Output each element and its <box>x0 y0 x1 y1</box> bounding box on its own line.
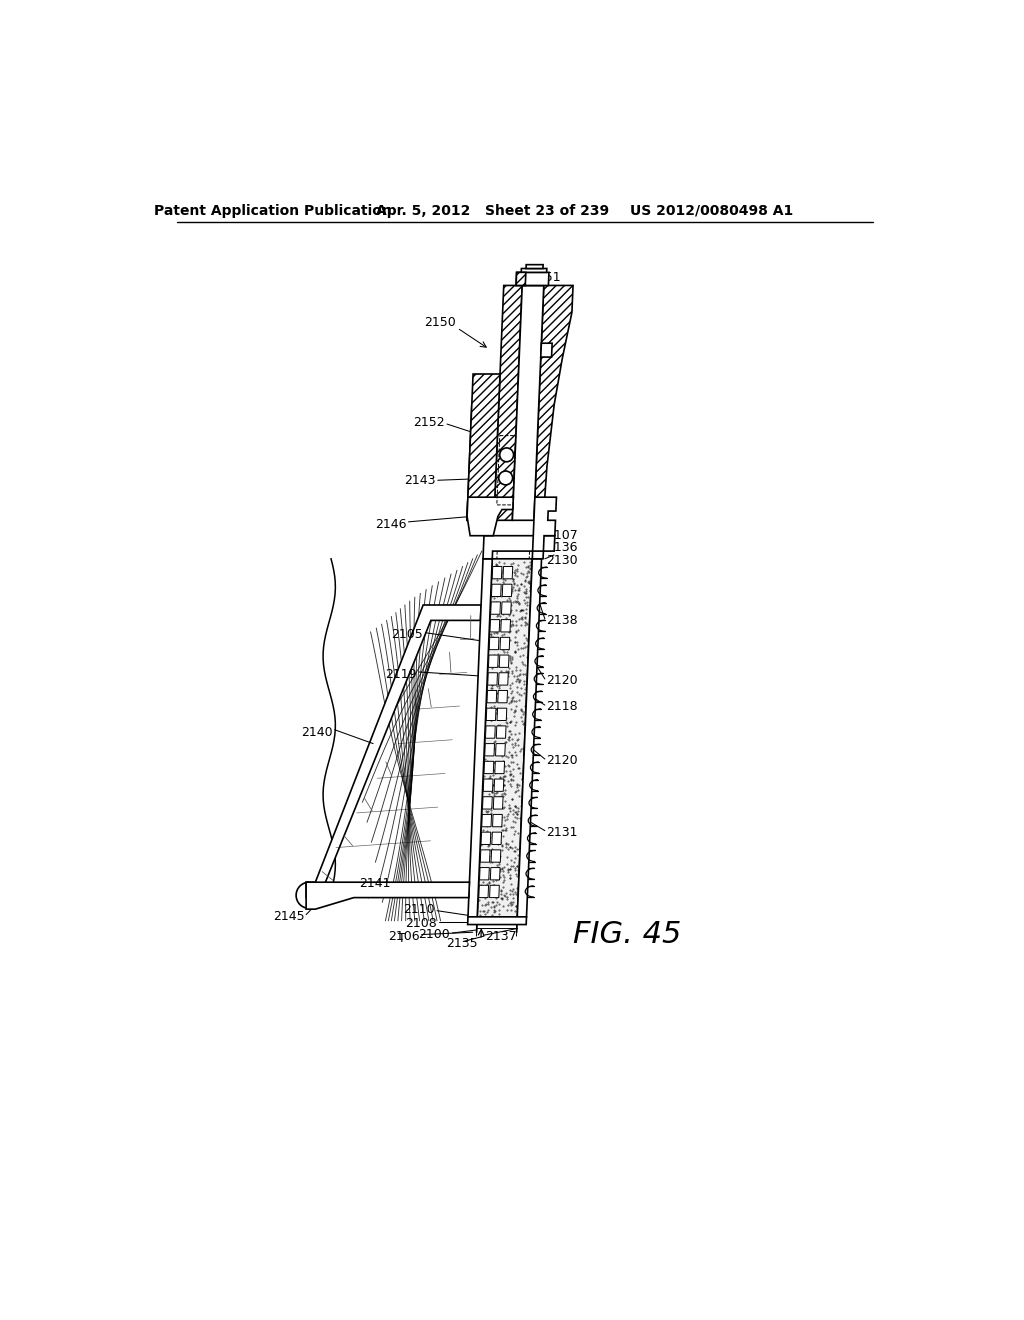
Polygon shape <box>497 726 506 738</box>
Polygon shape <box>467 374 500 520</box>
Text: Patent Application Publication: Patent Application Publication <box>155 203 392 218</box>
Polygon shape <box>487 690 497 702</box>
Polygon shape <box>468 917 526 924</box>
Polygon shape <box>512 285 544 520</box>
Polygon shape <box>492 585 501 597</box>
Polygon shape <box>487 673 498 685</box>
Text: 2140: 2140 <box>301 726 333 739</box>
Text: 2106: 2106 <box>388 929 419 942</box>
Text: Apr. 5, 2012   Sheet 23 of 239: Apr. 5, 2012 Sheet 23 of 239 <box>376 203 609 218</box>
Polygon shape <box>479 867 489 880</box>
Polygon shape <box>489 886 500 898</box>
Polygon shape <box>500 638 510 649</box>
Polygon shape <box>479 886 488 898</box>
Polygon shape <box>468 558 493 917</box>
Polygon shape <box>481 832 490 845</box>
Polygon shape <box>492 850 501 862</box>
Polygon shape <box>477 558 532 917</box>
Polygon shape <box>492 832 502 845</box>
Polygon shape <box>503 566 513 579</box>
Polygon shape <box>501 619 511 632</box>
Text: 2136: 2136 <box>547 541 578 554</box>
Polygon shape <box>482 797 493 809</box>
Text: 2145: 2145 <box>273 911 304 924</box>
Text: 2143: 2143 <box>404 474 435 487</box>
Polygon shape <box>502 585 512 597</box>
Text: 2135: 2135 <box>445 937 477 950</box>
Polygon shape <box>490 602 501 614</box>
Text: 2118: 2118 <box>547 700 578 713</box>
Polygon shape <box>490 867 500 880</box>
Polygon shape <box>534 285 573 520</box>
Polygon shape <box>493 566 502 579</box>
Polygon shape <box>502 602 511 614</box>
Text: US 2012/0080498 A1: US 2012/0080498 A1 <box>631 203 794 218</box>
Polygon shape <box>485 726 496 738</box>
Polygon shape <box>516 272 549 285</box>
Polygon shape <box>495 762 505 774</box>
Text: 2108: 2108 <box>406 916 437 929</box>
Polygon shape <box>306 882 469 909</box>
Polygon shape <box>526 264 543 268</box>
Polygon shape <box>489 638 499 649</box>
Polygon shape <box>499 673 508 685</box>
Polygon shape <box>522 272 545 285</box>
Text: 2152: 2152 <box>413 416 444 429</box>
Text: 2151: 2151 <box>529 271 561 284</box>
Polygon shape <box>494 285 522 520</box>
Text: 2150: 2150 <box>424 315 456 329</box>
Circle shape <box>499 471 513 484</box>
Text: 2131: 2131 <box>547 825 578 838</box>
Polygon shape <box>494 779 504 792</box>
Text: 2146: 2146 <box>375 517 407 531</box>
Circle shape <box>500 447 514 462</box>
Polygon shape <box>489 619 500 632</box>
Polygon shape <box>521 268 547 272</box>
Text: 2100: 2100 <box>419 928 451 941</box>
Text: 2120: 2120 <box>547 754 578 767</box>
Polygon shape <box>517 558 542 917</box>
Polygon shape <box>494 797 503 809</box>
Text: 2119: 2119 <box>385 668 417 681</box>
Polygon shape <box>306 605 481 898</box>
Polygon shape <box>541 343 552 358</box>
Polygon shape <box>497 708 507 721</box>
Polygon shape <box>493 814 503 826</box>
Text: 2138: 2138 <box>547 614 578 627</box>
Text: 2130: 2130 <box>547 554 578 566</box>
Text: 2105: 2105 <box>391 628 423 640</box>
Text: 2107: 2107 <box>547 529 579 543</box>
Polygon shape <box>483 779 493 792</box>
Text: FIG. 45: FIG. 45 <box>573 920 682 949</box>
Polygon shape <box>496 743 505 756</box>
Polygon shape <box>480 850 490 862</box>
Polygon shape <box>500 655 509 668</box>
Polygon shape <box>484 743 495 756</box>
Text: 2110: 2110 <box>403 903 435 916</box>
Polygon shape <box>467 498 513 536</box>
Text: 2120: 2120 <box>547 675 578 686</box>
Polygon shape <box>498 690 508 702</box>
Polygon shape <box>486 708 496 721</box>
Polygon shape <box>516 272 526 285</box>
Text: 2137: 2137 <box>484 929 516 942</box>
Polygon shape <box>532 498 556 552</box>
Polygon shape <box>483 536 555 558</box>
Polygon shape <box>488 655 499 668</box>
Polygon shape <box>481 814 492 826</box>
Text: 2141: 2141 <box>359 878 391 890</box>
Text: T: T <box>397 932 406 945</box>
Polygon shape <box>484 762 494 774</box>
